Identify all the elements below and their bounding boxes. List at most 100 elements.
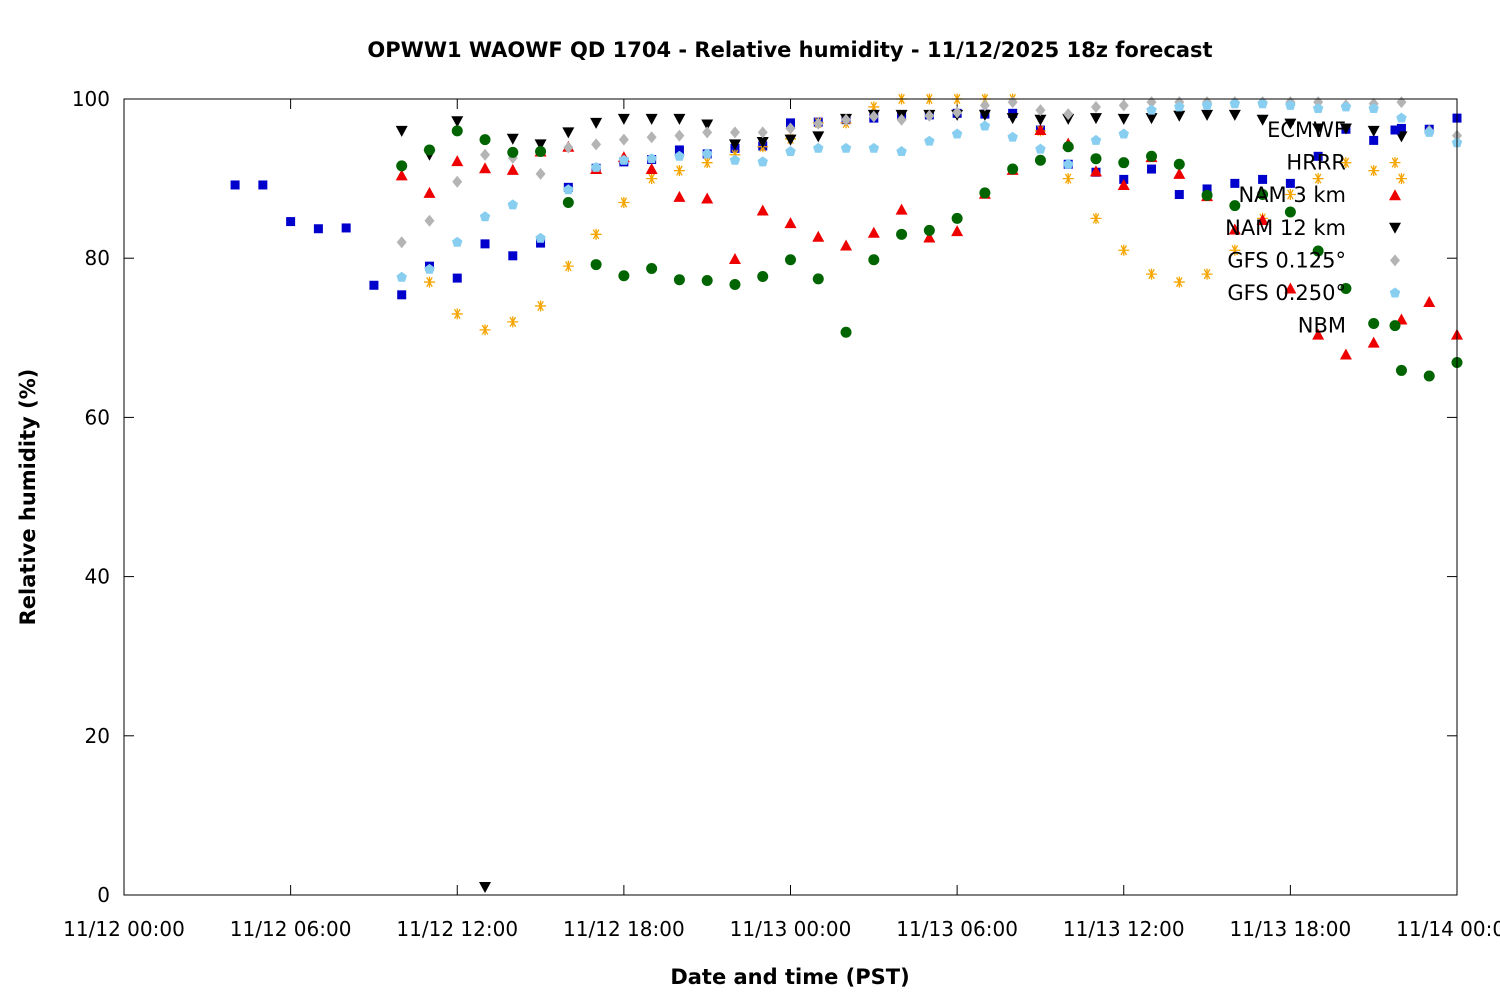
x-tick-label: 11/13 00:00 bbox=[730, 917, 852, 941]
data-point bbox=[563, 184, 574, 195]
data-point bbox=[590, 117, 603, 129]
data-point bbox=[1284, 189, 1296, 201]
data-point bbox=[1285, 178, 1295, 188]
x-tick-label: 11/13 18:00 bbox=[1230, 917, 1352, 941]
data-point bbox=[1367, 336, 1380, 348]
data-point bbox=[1339, 123, 1352, 135]
data-point bbox=[757, 126, 768, 139]
y-tick-label: 100 bbox=[72, 87, 110, 111]
data-point bbox=[1090, 100, 1101, 113]
data-point bbox=[1174, 190, 1184, 200]
data-point bbox=[397, 290, 407, 300]
data-point bbox=[1174, 101, 1185, 112]
data-point bbox=[1035, 143, 1046, 154]
data-point bbox=[1340, 157, 1352, 169]
data-point bbox=[424, 263, 435, 274]
data-point bbox=[841, 113, 852, 126]
legend-marker bbox=[1389, 222, 1401, 234]
x-tick-label: 11/13 06:00 bbox=[896, 917, 1018, 941]
data-point bbox=[1062, 158, 1074, 169]
data-point bbox=[1147, 164, 1157, 174]
data-point bbox=[1146, 150, 1158, 162]
data-point bbox=[868, 101, 880, 113]
y-tick-label: 20 bbox=[85, 724, 110, 748]
data-point bbox=[729, 149, 741, 161]
data-series bbox=[230, 93, 1463, 894]
data-point bbox=[645, 163, 658, 175]
data-point bbox=[646, 131, 657, 144]
data-point bbox=[479, 134, 491, 146]
data-point bbox=[979, 187, 991, 199]
data-point bbox=[480, 239, 490, 249]
data-point bbox=[645, 113, 658, 125]
data-point bbox=[813, 117, 824, 130]
data-point bbox=[395, 169, 408, 181]
y-tick-label: 60 bbox=[85, 405, 110, 429]
data-point bbox=[1368, 103, 1379, 113]
legend: ECMWF HRRR NAM 3 km NAM 12 km GFS 0.125° GFS … bbox=[1225, 118, 1401, 338]
data-point bbox=[1228, 109, 1241, 121]
data-point bbox=[1340, 101, 1352, 112]
data-point bbox=[1313, 151, 1323, 161]
data-point bbox=[507, 146, 519, 158]
data-point bbox=[1256, 114, 1269, 126]
data-point bbox=[674, 145, 684, 155]
data-point bbox=[867, 226, 880, 238]
x-tick-label: 11/12 18:00 bbox=[563, 917, 685, 941]
data-point bbox=[1118, 157, 1130, 169]
data-point bbox=[1424, 126, 1435, 137]
data-point bbox=[452, 273, 462, 283]
data-point bbox=[978, 109, 991, 121]
data-point bbox=[535, 300, 547, 312]
x-tick-label: 11/12 00:00 bbox=[63, 917, 185, 941]
data-point bbox=[812, 273, 824, 285]
data-point bbox=[673, 274, 685, 286]
data-point bbox=[1284, 282, 1297, 294]
data-point bbox=[1173, 110, 1186, 122]
data-point bbox=[1368, 317, 1380, 329]
data-point bbox=[701, 274, 713, 286]
data-point bbox=[646, 173, 658, 185]
data-point bbox=[813, 142, 824, 153]
data-point bbox=[479, 162, 492, 174]
data-point bbox=[591, 138, 602, 151]
data-point bbox=[785, 122, 796, 135]
data-point bbox=[423, 276, 435, 288]
data-point bbox=[729, 126, 740, 139]
data-point bbox=[785, 254, 796, 266]
data-point bbox=[396, 271, 407, 282]
data-point bbox=[562, 127, 575, 139]
data-point bbox=[1367, 125, 1380, 137]
data-point bbox=[1368, 165, 1380, 177]
data-point bbox=[812, 131, 825, 143]
data-point bbox=[757, 271, 769, 283]
x-tick-label: 11/12 12:00 bbox=[396, 917, 518, 941]
data-point bbox=[1284, 118, 1297, 130]
data-point bbox=[756, 204, 769, 216]
data-point bbox=[924, 109, 935, 122]
data-point bbox=[952, 106, 963, 119]
legend-marker bbox=[1390, 125, 1400, 135]
data-point bbox=[534, 139, 547, 151]
data-point bbox=[1257, 98, 1268, 109]
data-point bbox=[1145, 113, 1158, 125]
legend-marker bbox=[1389, 189, 1401, 201]
data-point bbox=[1312, 328, 1325, 340]
data-point bbox=[868, 254, 880, 266]
data-point bbox=[1146, 104, 1157, 115]
data-point bbox=[674, 150, 685, 161]
data-point bbox=[1118, 128, 1129, 139]
data-point bbox=[535, 167, 546, 180]
data-point bbox=[840, 142, 852, 153]
y-tick-label: 80 bbox=[85, 246, 110, 270]
data-point bbox=[451, 116, 464, 128]
data-point bbox=[1006, 113, 1019, 125]
data-point bbox=[1035, 104, 1046, 117]
data-point bbox=[507, 316, 519, 328]
data-point bbox=[729, 278, 741, 290]
data-point bbox=[1423, 370, 1435, 382]
data-point bbox=[1229, 200, 1241, 212]
data-point bbox=[1090, 134, 1102, 145]
data-point bbox=[951, 128, 963, 139]
